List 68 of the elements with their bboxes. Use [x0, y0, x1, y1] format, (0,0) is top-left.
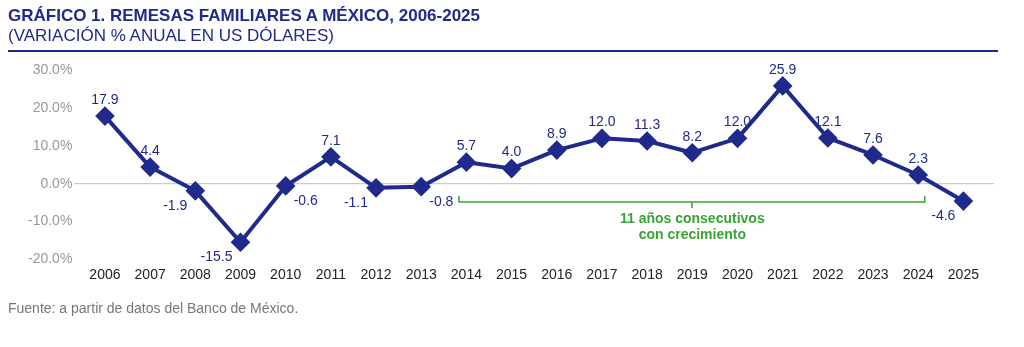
point	[141, 158, 160, 177]
data-label: 2.3	[908, 149, 929, 166]
data-label: 5.7	[456, 137, 477, 154]
x-tick-label: 2010	[270, 266, 302, 283]
x-tick-label: 2015	[496, 266, 528, 283]
point	[457, 153, 476, 172]
x-tick-label: 2021	[767, 266, 799, 283]
annotation: 11 años consecutivos con crecimiento	[618, 209, 766, 242]
x-tick-label: 2024	[902, 266, 935, 283]
y-tick-label: 30.0%	[32, 61, 73, 78]
data-label: 7.1	[321, 131, 341, 148]
point	[502, 159, 521, 178]
data-label: 8.2	[682, 127, 703, 144]
chart-title: GRÁFICO 1. REMESAS FAMILIARES A MÉXICO, 2006-2025	[8, 6, 481, 26]
point	[276, 176, 295, 195]
x-tick-label: 2017	[586, 266, 618, 283]
y-tick-label: 20.0%	[32, 99, 73, 116]
point	[728, 129, 747, 148]
y-tick-label: 0.0%	[40, 174, 73, 191]
data-label: 4.0	[501, 143, 522, 160]
data-label: -0.6	[293, 191, 319, 208]
point	[547, 141, 566, 160]
point	[954, 192, 973, 211]
x-tick-label: 2019	[676, 266, 709, 283]
chart-subtitle: (VARIACIÓN % ANUAL EN US DÓLARES)	[8, 26, 335, 46]
source-note: Fuente: a partir de datos del Banco de México.	[8, 300, 300, 316]
data-label: -0.8	[429, 192, 454, 209]
x-tick-label: 2009	[224, 266, 257, 283]
data-label: 25.9	[769, 60, 797, 77]
y-tick-label: -20.0%	[28, 250, 73, 267]
x-tick-label: 2006	[89, 266, 121, 283]
point	[412, 177, 431, 196]
x-tick-label: 2007	[134, 266, 166, 283]
x-tick-label: 2011	[315, 266, 347, 283]
y-tick-label: 10.0%	[32, 136, 73, 153]
x-tick-label: 2014	[450, 266, 483, 283]
data-label: 17.9	[91, 90, 119, 107]
x-tick-label: 2016	[541, 266, 573, 283]
point	[231, 233, 250, 252]
data-label: -15.5	[200, 248, 233, 265]
point	[683, 143, 702, 162]
data-label: 11.3	[634, 115, 661, 132]
point	[186, 181, 205, 200]
x-tick-label: 2012	[360, 266, 392, 283]
point	[367, 178, 386, 197]
point	[864, 145, 883, 164]
point	[909, 166, 928, 184]
point	[321, 147, 340, 166]
point	[592, 129, 611, 148]
data-label: -1.1	[343, 193, 369, 210]
point	[818, 128, 837, 147]
x-tick-label: 2018	[631, 266, 663, 283]
data-label: 7.6	[863, 129, 883, 146]
data-label: -4.6	[931, 206, 956, 223]
point	[638, 132, 657, 151]
y-tick-label: -10.0%	[28, 212, 73, 229]
x-tick-label: 2020	[721, 266, 754, 283]
x-tick-label: 2013	[405, 266, 437, 283]
x-tick-label: 2008	[179, 266, 212, 283]
data-label: -1.9	[163, 196, 188, 213]
point	[95, 107, 114, 126]
x-tick-label: 2025	[947, 266, 980, 283]
x-tick-label: 2023	[857, 266, 889, 283]
point	[773, 76, 792, 95]
data-label: 12.0	[588, 113, 616, 130]
x-tick-label: 2022	[812, 266, 844, 283]
data-label: 8.9	[547, 124, 567, 141]
data-label: 4.4	[140, 141, 161, 158]
